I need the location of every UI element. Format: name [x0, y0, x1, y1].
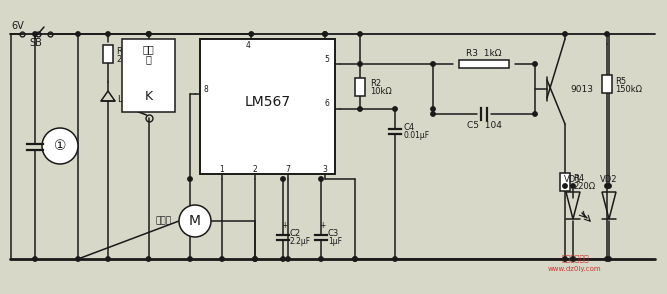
- Circle shape: [76, 257, 80, 261]
- Circle shape: [33, 257, 37, 261]
- Text: LED: LED: [117, 94, 135, 103]
- Circle shape: [42, 128, 78, 164]
- Text: 7: 7: [285, 165, 290, 173]
- Circle shape: [353, 257, 358, 261]
- Text: M: M: [189, 214, 201, 228]
- Circle shape: [605, 257, 609, 261]
- Text: 继电: 继电: [143, 44, 154, 54]
- Text: -: -: [45, 147, 48, 156]
- Circle shape: [393, 107, 398, 111]
- Circle shape: [106, 32, 110, 36]
- Circle shape: [188, 257, 192, 261]
- Bar: [560, 173, 570, 191]
- Text: 小电机: 小电机: [155, 216, 171, 225]
- Text: ①: ①: [54, 139, 66, 153]
- Circle shape: [146, 257, 151, 261]
- Circle shape: [431, 62, 435, 66]
- Text: VD1: VD1: [564, 175, 582, 183]
- Text: LM567: LM567: [244, 96, 291, 109]
- Circle shape: [281, 177, 285, 181]
- Circle shape: [571, 257, 575, 261]
- Circle shape: [393, 257, 398, 261]
- Circle shape: [323, 32, 327, 36]
- Circle shape: [253, 257, 257, 261]
- Text: 270Ω: 270Ω: [116, 56, 138, 64]
- Text: 1μF: 1μF: [328, 238, 342, 246]
- Circle shape: [147, 32, 151, 36]
- Circle shape: [605, 184, 609, 188]
- Bar: [602, 75, 612, 93]
- Text: R5: R5: [615, 76, 626, 86]
- Circle shape: [319, 177, 323, 181]
- Text: C3: C3: [328, 230, 340, 238]
- Circle shape: [358, 62, 362, 66]
- Circle shape: [533, 62, 537, 66]
- Text: R4: R4: [573, 174, 584, 183]
- Circle shape: [281, 257, 285, 261]
- Text: 1: 1: [219, 165, 224, 173]
- Text: 8: 8: [203, 84, 208, 93]
- Circle shape: [431, 112, 435, 116]
- Circle shape: [563, 257, 567, 261]
- Bar: [103, 45, 113, 63]
- Text: C2: C2: [290, 230, 301, 238]
- Text: 电子制作天地: 电子制作天地: [561, 255, 589, 263]
- Circle shape: [220, 257, 224, 261]
- Bar: [459, 60, 509, 68]
- Circle shape: [33, 32, 37, 36]
- Circle shape: [607, 257, 611, 261]
- Circle shape: [431, 107, 435, 111]
- Circle shape: [146, 32, 151, 36]
- Text: R2: R2: [370, 79, 381, 88]
- Text: K: K: [145, 89, 153, 103]
- Circle shape: [253, 257, 257, 261]
- Text: 3: 3: [323, 165, 327, 173]
- Text: C1: C1: [49, 139, 60, 148]
- Circle shape: [76, 32, 80, 36]
- Circle shape: [188, 177, 192, 181]
- Text: 10kΩ: 10kΩ: [370, 87, 392, 96]
- Text: SB: SB: [29, 38, 43, 48]
- Text: C5  104: C5 104: [466, 121, 502, 129]
- Text: 5: 5: [325, 54, 329, 64]
- Text: 10V: 10V: [49, 155, 64, 164]
- Circle shape: [563, 184, 567, 188]
- Circle shape: [106, 257, 110, 261]
- Text: 2.2μF: 2.2μF: [290, 238, 311, 246]
- Text: +: +: [45, 138, 52, 147]
- Circle shape: [249, 32, 253, 36]
- Text: R1: R1: [116, 48, 127, 56]
- Circle shape: [605, 32, 609, 36]
- Text: 6V: 6V: [11, 21, 24, 31]
- Text: 6: 6: [325, 99, 329, 108]
- Circle shape: [358, 32, 362, 36]
- Circle shape: [353, 257, 358, 261]
- Bar: [200, 39, 335, 174]
- Text: www.dz0iy.com: www.dz0iy.com: [548, 266, 602, 272]
- Circle shape: [607, 184, 611, 188]
- Circle shape: [533, 112, 537, 116]
- Text: 4: 4: [246, 41, 251, 49]
- Circle shape: [319, 257, 323, 261]
- Circle shape: [358, 107, 362, 111]
- Text: 220Ω: 220Ω: [573, 182, 595, 191]
- Bar: [355, 78, 365, 96]
- Text: VD2: VD2: [600, 175, 618, 183]
- Circle shape: [179, 205, 211, 237]
- Text: R3  1kΩ: R3 1kΩ: [466, 49, 502, 59]
- Bar: [122, 39, 175, 112]
- Text: 9013: 9013: [570, 84, 593, 93]
- Text: 1000μF: 1000μF: [49, 147, 77, 156]
- Text: 150kΩ: 150kΩ: [615, 84, 642, 93]
- Text: 2: 2: [253, 165, 257, 173]
- Circle shape: [571, 184, 575, 188]
- Circle shape: [323, 32, 327, 36]
- Text: C4: C4: [403, 123, 414, 133]
- Text: 0.01μF: 0.01μF: [403, 131, 429, 141]
- Circle shape: [563, 32, 567, 36]
- Text: +: +: [319, 221, 325, 230]
- Circle shape: [285, 257, 290, 261]
- Text: +: +: [281, 221, 287, 230]
- Text: 器: 器: [145, 54, 151, 64]
